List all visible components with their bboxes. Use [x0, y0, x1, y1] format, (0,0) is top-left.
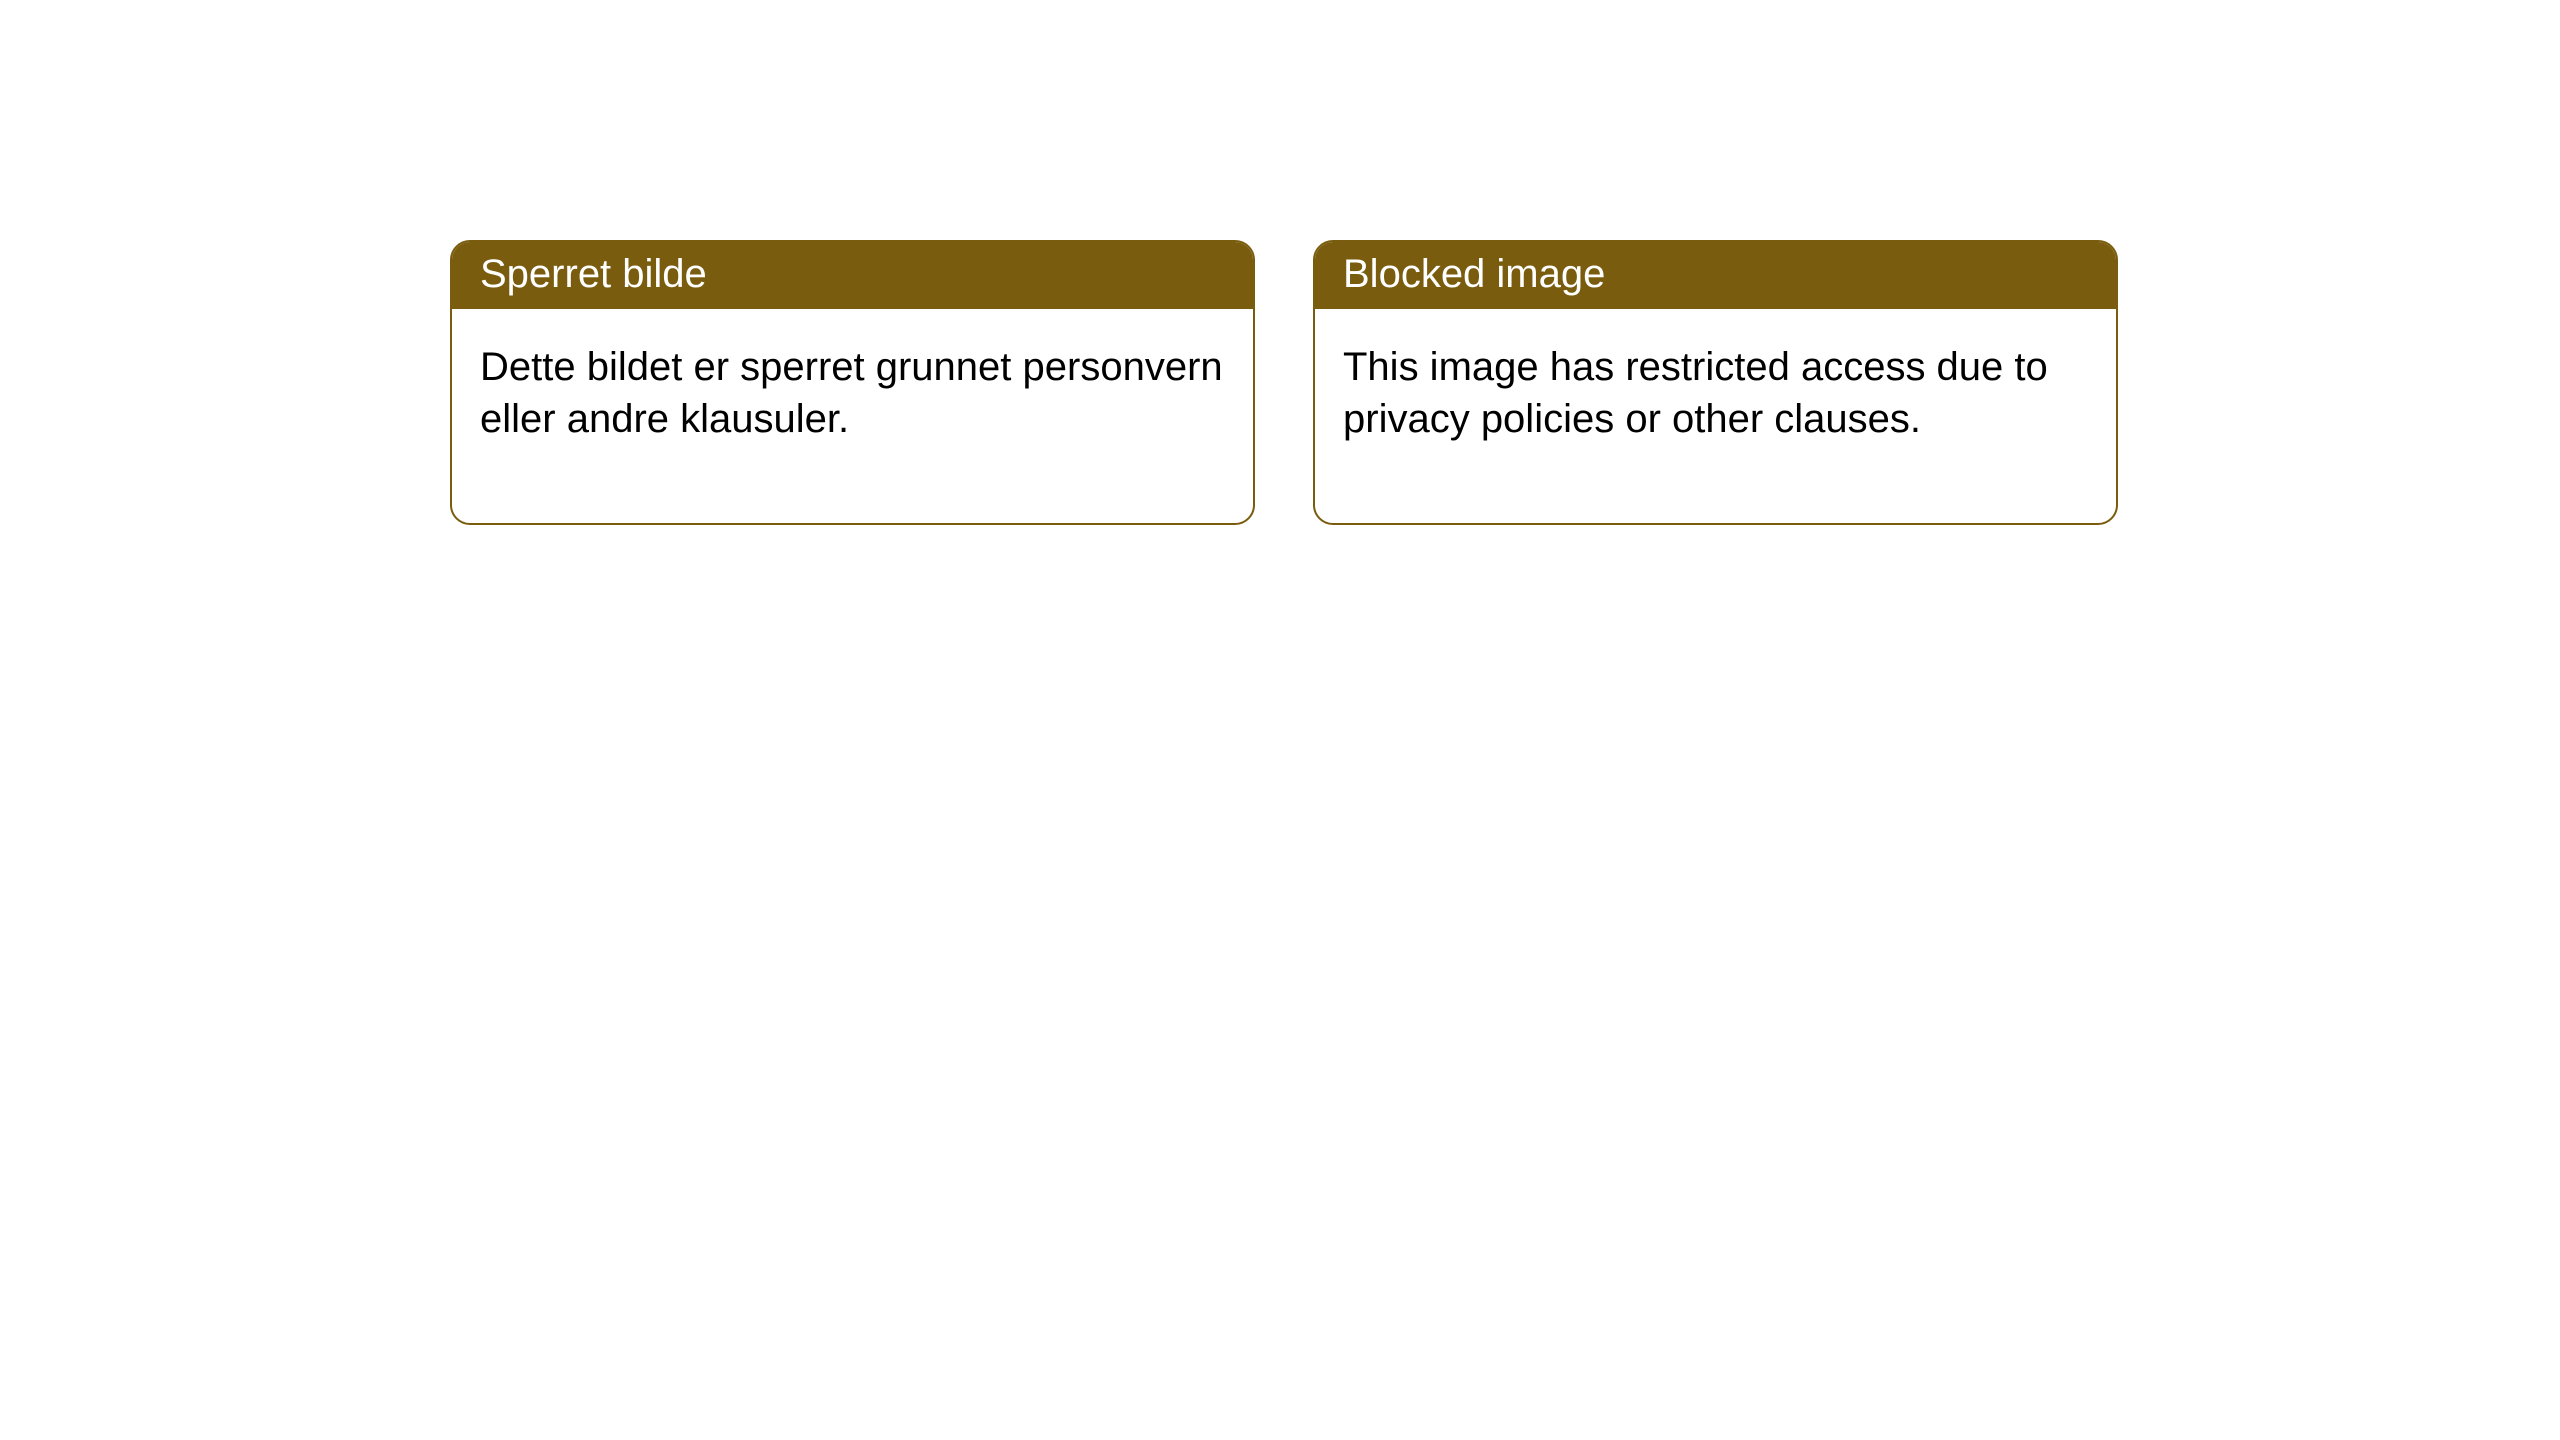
card-body-en: This image has restricted access due to …: [1315, 309, 2116, 523]
card-text-en: This image has restricted access due to …: [1343, 345, 2048, 441]
card-header-no: Sperret bilde: [452, 242, 1253, 309]
card-text-no: Dette bildet er sperret grunnet personve…: [480, 345, 1223, 441]
card-body-no: Dette bildet er sperret grunnet personve…: [452, 309, 1253, 523]
notice-container: Sperret bilde Dette bildet er sperret gr…: [450, 240, 2118, 525]
card-title-en: Blocked image: [1343, 252, 1605, 296]
card-header-en: Blocked image: [1315, 242, 2116, 309]
blocked-image-card-no: Sperret bilde Dette bildet er sperret gr…: [450, 240, 1255, 525]
blocked-image-card-en: Blocked image This image has restricted …: [1313, 240, 2118, 525]
card-title-no: Sperret bilde: [480, 252, 707, 296]
